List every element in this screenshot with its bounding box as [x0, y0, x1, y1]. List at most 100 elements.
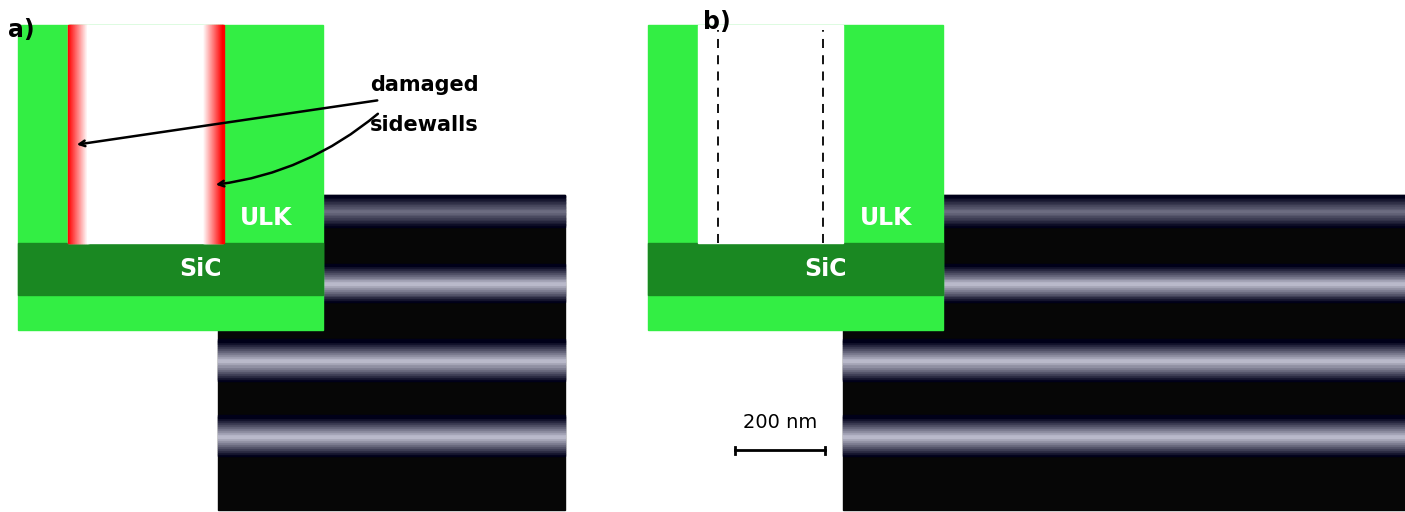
- Bar: [843, 364, 1405, 367]
- Bar: [843, 446, 1405, 449]
- Bar: [218, 354, 565, 356]
- Bar: [218, 279, 565, 281]
- Bar: [218, 218, 565, 220]
- Bar: [218, 223, 565, 225]
- Bar: [843, 438, 1405, 440]
- Bar: [843, 298, 1405, 300]
- Bar: [843, 415, 1405, 418]
- Bar: [218, 221, 565, 223]
- Bar: [218, 454, 565, 457]
- Bar: [218, 281, 565, 283]
- Bar: [218, 378, 565, 381]
- Bar: [843, 218, 1405, 220]
- Bar: [698, 25, 843, 243]
- Bar: [843, 204, 1405, 206]
- Text: ULK: ULK: [239, 206, 292, 230]
- Bar: [843, 292, 1405, 294]
- Bar: [843, 217, 1405, 219]
- Text: a): a): [8, 18, 35, 42]
- Bar: [218, 212, 565, 214]
- Bar: [218, 415, 565, 418]
- Bar: [218, 196, 565, 198]
- Bar: [843, 285, 1405, 287]
- Bar: [843, 432, 1405, 434]
- Bar: [843, 440, 1405, 442]
- Bar: [218, 285, 565, 287]
- Bar: [218, 440, 565, 442]
- Bar: [218, 195, 565, 197]
- Bar: [843, 350, 1405, 352]
- Bar: [843, 195, 1405, 197]
- Bar: [843, 296, 1405, 298]
- Bar: [843, 362, 1405, 365]
- Text: SiC: SiC: [180, 257, 222, 281]
- Bar: [843, 376, 1405, 379]
- Bar: [843, 283, 1405, 285]
- Bar: [218, 352, 565, 354]
- Bar: [218, 288, 565, 291]
- Bar: [843, 281, 1405, 283]
- Bar: [218, 417, 565, 420]
- Text: 200 nm: 200 nm: [743, 413, 818, 432]
- Bar: [218, 366, 565, 369]
- Bar: [218, 210, 565, 212]
- Bar: [218, 264, 565, 266]
- Bar: [218, 271, 565, 274]
- Bar: [218, 421, 565, 424]
- Bar: [218, 434, 565, 436]
- Text: ULK: ULK: [860, 206, 912, 230]
- Bar: [843, 287, 1405, 289]
- Bar: [843, 273, 1405, 275]
- Bar: [218, 360, 565, 362]
- Bar: [218, 372, 565, 375]
- Text: sidewalls: sidewalls: [370, 115, 479, 135]
- Bar: [218, 287, 565, 289]
- Bar: [218, 344, 565, 346]
- Bar: [218, 452, 565, 455]
- Bar: [843, 199, 1405, 201]
- Bar: [218, 201, 565, 203]
- Bar: [648, 243, 943, 295]
- Bar: [843, 205, 1405, 207]
- Bar: [218, 419, 565, 422]
- Text: b): b): [702, 10, 731, 34]
- Bar: [843, 452, 1405, 455]
- Bar: [218, 296, 565, 298]
- Bar: [218, 220, 565, 222]
- Bar: [218, 199, 565, 201]
- Bar: [218, 275, 565, 278]
- Bar: [218, 217, 565, 219]
- Bar: [843, 207, 1405, 209]
- Bar: [218, 214, 565, 216]
- Bar: [843, 444, 1405, 446]
- Bar: [843, 448, 1405, 451]
- Bar: [218, 283, 565, 285]
- Bar: [218, 448, 565, 451]
- Bar: [218, 438, 565, 440]
- Bar: [843, 360, 1405, 362]
- Bar: [218, 204, 565, 206]
- Bar: [843, 419, 1405, 422]
- Bar: [218, 436, 565, 438]
- Bar: [218, 292, 565, 294]
- Bar: [843, 417, 1405, 420]
- Bar: [218, 277, 565, 280]
- Bar: [218, 356, 565, 358]
- Bar: [648, 25, 943, 330]
- Bar: [218, 444, 565, 446]
- Bar: [843, 300, 1405, 302]
- Bar: [843, 378, 1405, 381]
- Bar: [843, 346, 1405, 348]
- Bar: [843, 372, 1405, 375]
- Bar: [218, 300, 565, 302]
- Bar: [843, 428, 1405, 430]
- Bar: [843, 344, 1405, 346]
- Bar: [843, 223, 1405, 225]
- Bar: [843, 358, 1405, 360]
- Bar: [843, 266, 1405, 268]
- Bar: [218, 368, 565, 371]
- Bar: [843, 348, 1405, 350]
- Bar: [843, 202, 1405, 204]
- Bar: [218, 195, 565, 510]
- Bar: [218, 209, 565, 211]
